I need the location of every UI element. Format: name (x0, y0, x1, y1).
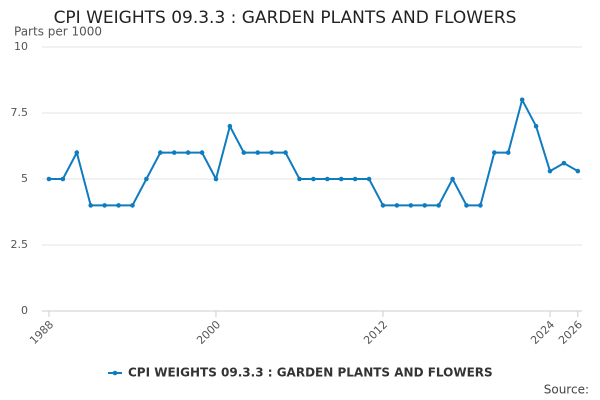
y-tick-label: 5 (21, 172, 28, 185)
data-point (213, 176, 219, 182)
legend-label: CPI WEIGHTS 09.3.3 : GARDEN PLANTS AND F… (128, 366, 493, 380)
data-point (144, 176, 149, 182)
data-point (130, 203, 135, 208)
x-tick-label: 2000 (194, 318, 223, 347)
legend-marker (112, 370, 118, 376)
data-point (547, 168, 553, 174)
y-tick-label: 7.5 (11, 106, 29, 119)
x-tick-label: 2026 (556, 318, 585, 347)
data-point (408, 203, 414, 208)
data-point (283, 150, 288, 155)
data-point (199, 150, 205, 155)
data-point (116, 203, 121, 208)
data-point (575, 168, 581, 174)
data-point (241, 150, 247, 155)
y-tick-label: 10 (14, 40, 28, 53)
data-point (366, 176, 372, 182)
data-point (325, 176, 330, 182)
data-point (505, 150, 511, 155)
chart-title: CPI WEIGHTS 09.3.3 : GARDEN PLANTS AND F… (54, 8, 517, 28)
data-point (533, 123, 539, 129)
data-point (185, 150, 191, 155)
data-point (561, 160, 567, 166)
data-point (436, 203, 441, 208)
source: Source: (544, 383, 589, 397)
x-tick-label: 2024 (528, 318, 557, 347)
data-point (464, 203, 469, 208)
series-line (48, 97, 579, 207)
data-point (171, 150, 177, 155)
data-point (74, 150, 80, 155)
data-point (60, 176, 66, 182)
data-point (255, 150, 261, 155)
y-tick-label: 0 (21, 304, 28, 317)
data-point (352, 176, 358, 182)
data-point (311, 176, 316, 182)
data-point (478, 203, 483, 208)
data-point (269, 150, 274, 155)
y-axis-label: Parts per 1000 (14, 25, 102, 39)
x-tick-label: 2012 (361, 318, 390, 347)
data-point (227, 123, 233, 129)
data-point (102, 203, 107, 208)
data-point (338, 176, 344, 182)
data-point (88, 203, 94, 208)
data-point (380, 203, 386, 208)
data-point (157, 150, 163, 155)
data-point (297, 176, 302, 182)
data-point (394, 203, 400, 208)
data-point (492, 150, 497, 155)
data-point (519, 97, 525, 103)
data-point (46, 176, 52, 182)
data-point (422, 203, 428, 208)
data-point (450, 176, 455, 182)
x-tick-label: 1988 (27, 318, 56, 347)
y-tick-label: 2.5 (11, 238, 29, 251)
